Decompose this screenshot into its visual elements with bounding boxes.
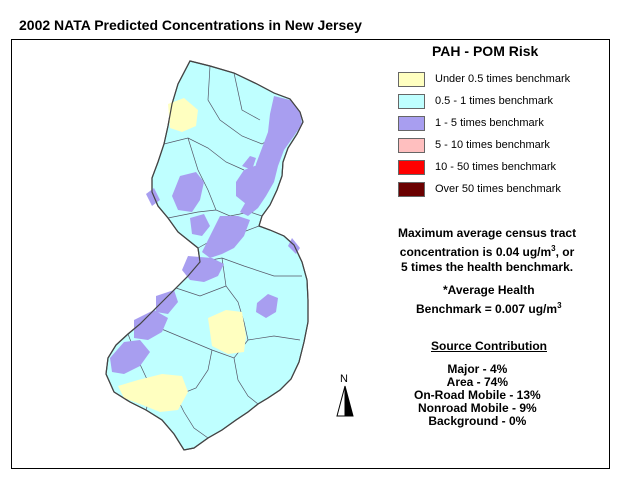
legend-item: 10 - 50 times benchmark bbox=[398, 160, 598, 176]
max-note-text: concentration is 0.04 ug/m bbox=[399, 245, 552, 259]
legend-item: Under 0.5 times benchmark bbox=[398, 72, 598, 88]
legend-swatch bbox=[398, 182, 425, 197]
legend-swatch bbox=[398, 116, 425, 131]
benchmark-line: Benchmark = 0.007 ug/m3 bbox=[416, 298, 562, 317]
new-jersey-map bbox=[105, 60, 309, 451]
max-note-line: 5 times the health benchmark. bbox=[401, 260, 574, 274]
north-label: N bbox=[340, 373, 348, 385]
legend-title: PAH - POM Risk bbox=[432, 43, 539, 59]
max-concentration-note: Maximum average census tract concentrati… bbox=[398, 226, 576, 275]
legend-label: 5 - 10 times benchmark bbox=[435, 139, 550, 151]
source-item: On-Road Mobile - 13% bbox=[414, 388, 541, 402]
source-title: Source Contribution bbox=[431, 339, 547, 353]
source-contribution-title: Source Contribution bbox=[431, 339, 547, 354]
benchmark-line: *Average Health bbox=[442, 283, 535, 297]
superscript: 3 bbox=[551, 244, 556, 253]
legend-label: 0.5 - 1 times benchmark bbox=[435, 95, 553, 107]
legend-label: 10 - 50 times benchmark bbox=[435, 161, 557, 173]
legend-item: 0.5 - 1 times benchmark bbox=[398, 94, 598, 110]
low-concentration-areas bbox=[118, 98, 246, 412]
source-item: Major - 4% bbox=[447, 362, 508, 376]
legend-label: 1 - 5 times benchmark bbox=[435, 117, 544, 129]
legend-swatch bbox=[398, 72, 425, 87]
source-item: Nonroad Mobile - 9% bbox=[418, 401, 537, 415]
legend-item: Over 50 times benchmark bbox=[398, 182, 598, 198]
max-note-line: concentration is 0.04 ug/m3, or bbox=[398, 241, 576, 260]
legend-label: Over 50 times benchmark bbox=[435, 183, 561, 195]
north-arrow-icon: N bbox=[336, 373, 354, 417]
superscript: 3 bbox=[557, 301, 562, 310]
legend-swatch bbox=[398, 138, 425, 153]
source-item: Background - 0% bbox=[428, 414, 527, 428]
legend-item: 5 - 10 times benchmark bbox=[398, 138, 598, 154]
map-frame bbox=[11, 39, 610, 469]
max-note-text: , or bbox=[555, 245, 575, 259]
source-contribution-list: Major - 4% Area - 74% On-Road Mobile - 1… bbox=[414, 363, 541, 428]
benchmark-text: Benchmark = 0.007 ug/m bbox=[416, 302, 558, 316]
legend-swatch bbox=[398, 160, 425, 175]
benchmark-note: *Average Health Benchmark = 0.007 ug/m3 bbox=[416, 283, 562, 317]
legend-swatch bbox=[398, 94, 425, 109]
legend-label: Under 0.5 times benchmark bbox=[435, 73, 571, 85]
max-note-line: Maximum average census tract bbox=[398, 226, 577, 240]
high-concentration-areas bbox=[110, 96, 302, 374]
map-title: 2002 NATA Predicted Concentrations in Ne… bbox=[19, 17, 362, 33]
source-item: Area - 74% bbox=[446, 375, 509, 389]
legend-item: 1 - 5 times benchmark bbox=[398, 116, 598, 132]
